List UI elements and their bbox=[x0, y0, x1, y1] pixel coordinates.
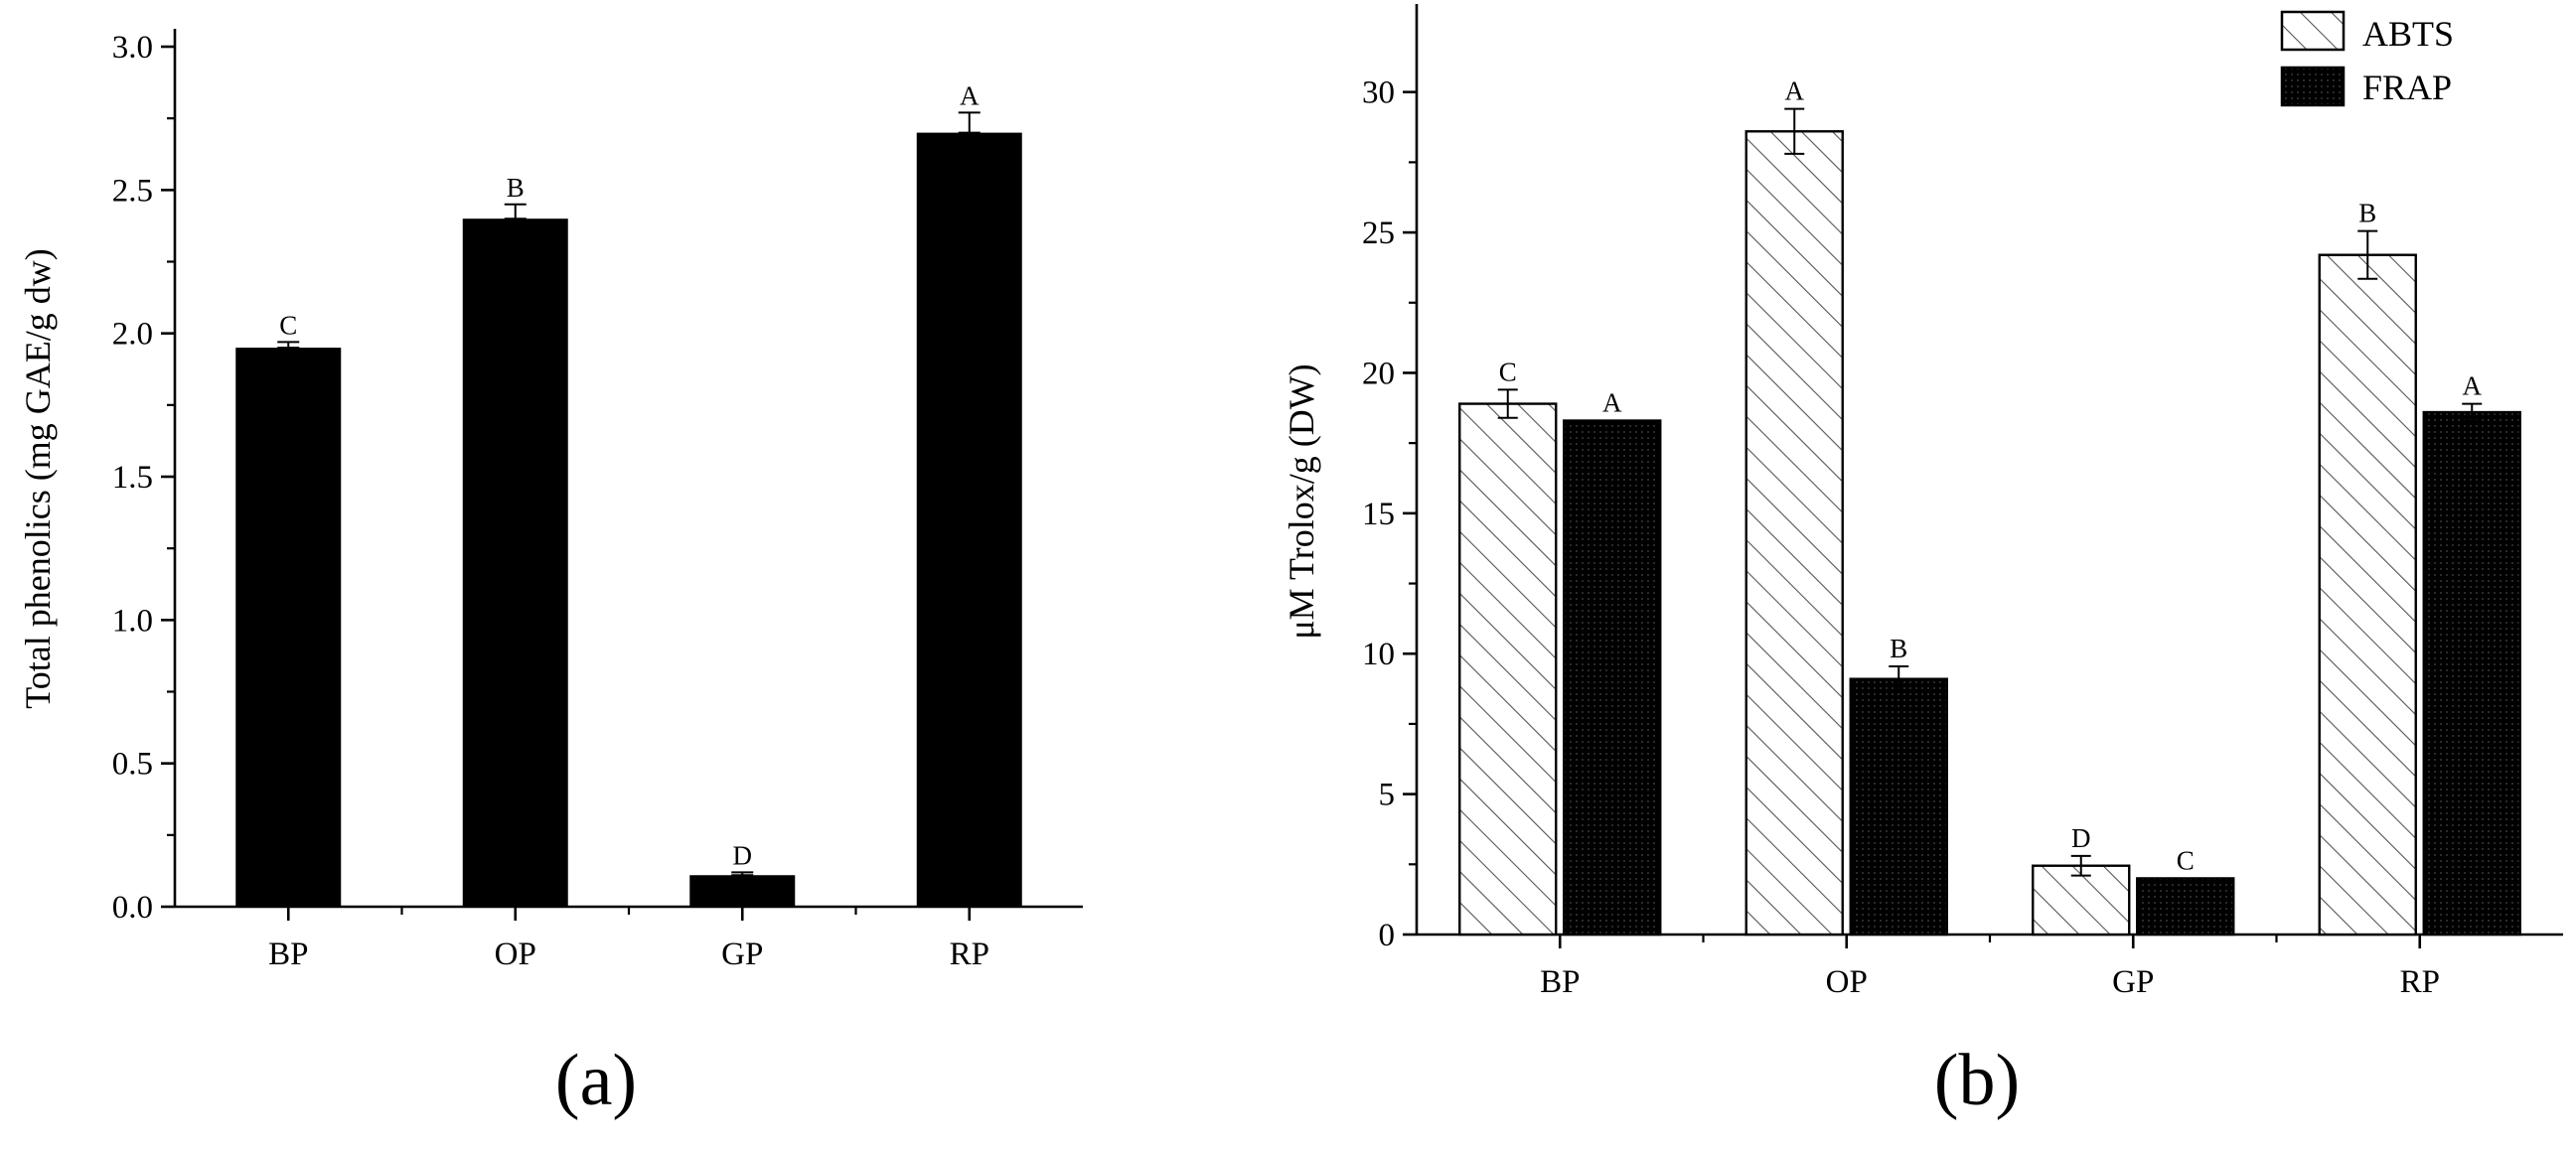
bar-a-bp bbox=[235, 348, 342, 908]
panel-label-b: (b) bbox=[1934, 1040, 2020, 1121]
x-tick-label-b: GP bbox=[2112, 964, 2154, 1000]
legend: ABTS FRAP bbox=[2280, 10, 2454, 107]
significance-label-b: B bbox=[2358, 199, 2376, 228]
bar-b-abts-bp bbox=[1458, 402, 1558, 937]
y-tick-label-a: 1.5 bbox=[112, 460, 153, 496]
legend-swatch-abts bbox=[2280, 10, 2346, 52]
y-tick-label-b: 15 bbox=[1362, 497, 1395, 532]
significance-label-a: D bbox=[733, 840, 753, 870]
plot-area-b: 0 5 10 15 20 25 30 BP C A OP A B GP D C RP B A bbox=[1362, 4, 2563, 1000]
y-tick-label-a: 3.0 bbox=[112, 30, 153, 66]
y-tick-label-b: 25 bbox=[1362, 216, 1395, 251]
significance-label-b: A bbox=[1785, 76, 1805, 106]
x-tick-label-b: RP bbox=[2400, 964, 2440, 1000]
y-tick-label-a: 1.0 bbox=[112, 603, 153, 639]
bar-b-abts-rp bbox=[2318, 253, 2417, 937]
y-tick-label-a: 0.0 bbox=[112, 890, 153, 926]
x-tick-label-a: BP bbox=[268, 937, 308, 972]
y-tick-label-a: 2.0 bbox=[112, 317, 153, 353]
y-tick-label-a: 0.5 bbox=[112, 747, 153, 783]
chart-panel-a: Total phenolics (mg GAE/g dw) 0.0 0.5 1.0 1… bbox=[18, 29, 1083, 1121]
significance-label-b: C bbox=[2177, 845, 2195, 875]
legend-label-abts: ABTS bbox=[2362, 14, 2454, 54]
y-axis-title-b: μM Trolox/g (DW) bbox=[1282, 363, 1321, 639]
significance-label-b: C bbox=[1499, 357, 1517, 386]
significance-label-b: A bbox=[1602, 388, 1622, 418]
y-axis-title-a: Total phenolics (mg GAE/g dw) bbox=[18, 248, 58, 708]
x-tick-label-b: BP bbox=[1540, 964, 1580, 1000]
x-tick-label-a: GP bbox=[721, 937, 763, 972]
panel-label-a: (a) bbox=[555, 1040, 637, 1121]
y-tick-label-b: 30 bbox=[1362, 75, 1395, 111]
bar-a-rp bbox=[916, 132, 1022, 908]
legend-label-frap: FRAP bbox=[2362, 68, 2452, 107]
chart-panel-b: μM Trolox/g (DW) 0 5 10 15 20 25 30 BP C A OP A B GP D… bbox=[1282, 4, 2563, 1121]
bar-a-op bbox=[462, 218, 568, 907]
bar-b-frap-op bbox=[1849, 677, 1948, 937]
bar-b-abts-op bbox=[1744, 130, 1844, 937]
y-tick-label-b: 20 bbox=[1362, 356, 1395, 391]
y-tick-label-b: 0 bbox=[1379, 918, 1396, 953]
significance-label-b: A bbox=[2463, 371, 2483, 401]
x-tick-label-a: OP bbox=[495, 937, 536, 972]
bar-b-frap-rp bbox=[2422, 410, 2521, 937]
bar-a-gp bbox=[689, 875, 796, 907]
significance-label-a: C bbox=[279, 310, 297, 340]
x-tick-label-a: RP bbox=[950, 937, 989, 972]
y-tick-label-b: 5 bbox=[1379, 778, 1396, 813]
y-tick-label-a: 2.5 bbox=[112, 173, 153, 209]
x-tick-label-b: OP bbox=[1826, 964, 1868, 1000]
plot-area-a: 0.0 0.5 1.0 1.5 2.0 2.5 3.0 BP C OP B GP D RP A bbox=[112, 29, 1083, 972]
significance-label-a: B bbox=[507, 173, 525, 203]
significance-label-a: A bbox=[960, 80, 980, 110]
significance-label-b: D bbox=[2071, 823, 2091, 853]
significance-label-b: B bbox=[1890, 634, 1907, 663]
bar-b-frap-gp bbox=[2136, 877, 2235, 937]
legend-swatch-frap bbox=[2280, 66, 2346, 107]
bar-b-frap-bp bbox=[1563, 419, 1662, 937]
y-tick-label-b: 10 bbox=[1362, 637, 1395, 672]
